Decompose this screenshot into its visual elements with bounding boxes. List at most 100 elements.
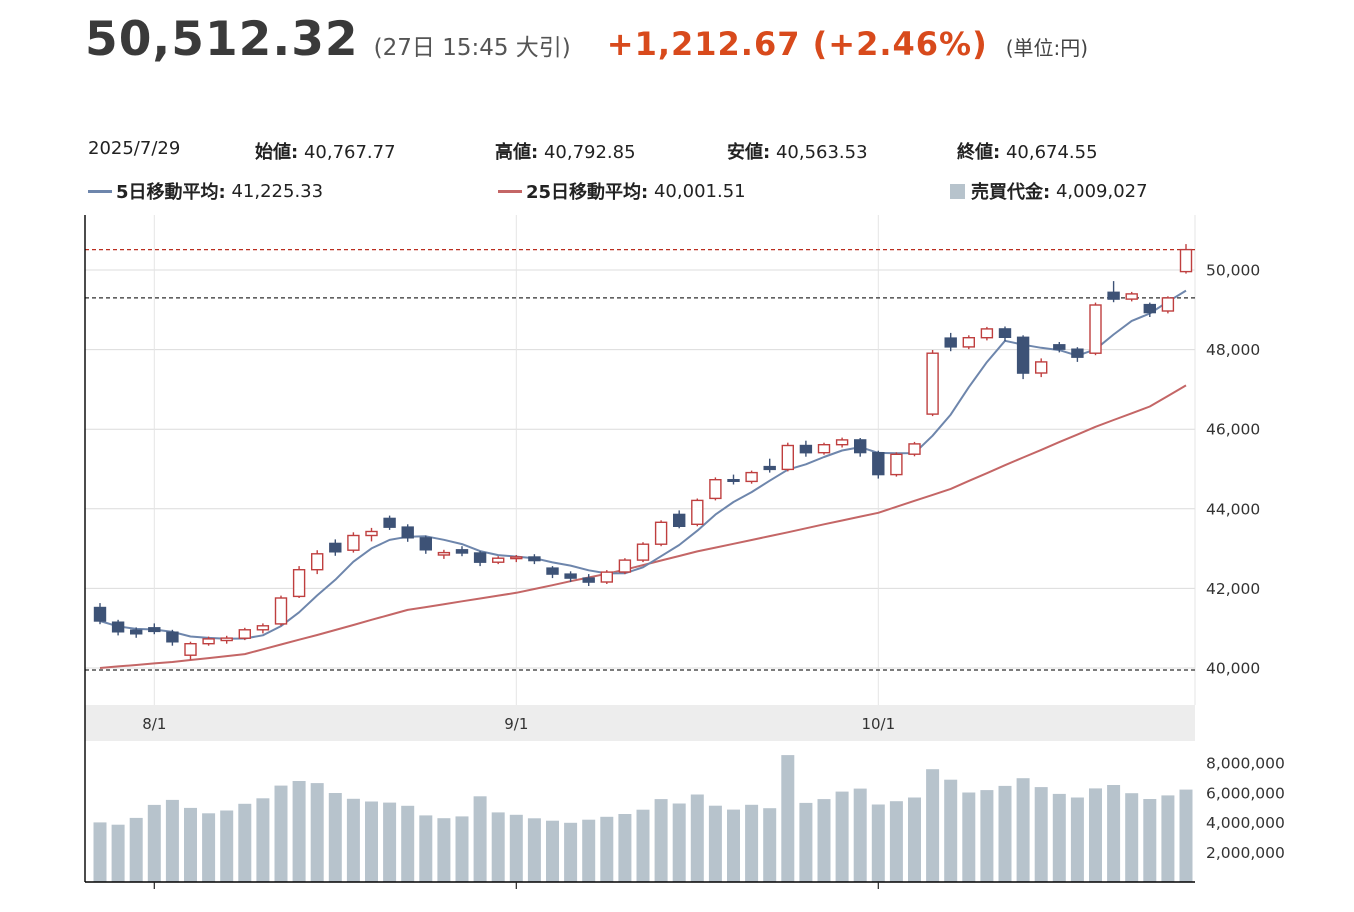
candle[interactable] bbox=[636, 543, 650, 561]
volume-bar[interactable] bbox=[1052, 793, 1066, 882]
candle[interactable] bbox=[1107, 291, 1120, 300]
candle[interactable] bbox=[799, 444, 813, 454]
candle[interactable] bbox=[618, 559, 632, 573]
volume-bar[interactable] bbox=[419, 815, 433, 882]
candle[interactable] bbox=[148, 627, 161, 633]
volume-bar[interactable] bbox=[944, 779, 958, 882]
candle[interactable] bbox=[419, 537, 432, 551]
volume-bar[interactable] bbox=[202, 813, 216, 882]
candle[interactable] bbox=[274, 597, 288, 625]
candle[interactable] bbox=[220, 637, 233, 642]
candle[interactable] bbox=[872, 451, 885, 476]
volume-bar[interactable] bbox=[1107, 785, 1121, 882]
volume-bar[interactable] bbox=[727, 809, 740, 882]
volume-bar[interactable] bbox=[1125, 793, 1139, 882]
volume-bar[interactable] bbox=[1179, 789, 1193, 882]
candle[interactable] bbox=[311, 553, 324, 571]
candle[interactable] bbox=[600, 571, 613, 583]
volume-bar[interactable] bbox=[328, 793, 342, 882]
candle[interactable] bbox=[510, 556, 523, 560]
volume-bar[interactable] bbox=[509, 814, 523, 882]
volume-bar[interactable] bbox=[962, 792, 976, 883]
volume-bar[interactable] bbox=[93, 822, 107, 882]
volume-bar[interactable] bbox=[1089, 788, 1102, 882]
volume-bar[interactable] bbox=[165, 799, 179, 882]
candle[interactable] bbox=[1179, 248, 1193, 273]
volume-bar[interactable] bbox=[365, 801, 378, 883]
volume-bar[interactable] bbox=[383, 802, 397, 882]
candle[interactable] bbox=[93, 606, 107, 622]
volume-bar[interactable] bbox=[346, 798, 360, 882]
volume-bar[interactable] bbox=[147, 804, 161, 882]
volume-bar[interactable] bbox=[708, 805, 722, 882]
candle[interactable] bbox=[256, 625, 270, 631]
volume-bar[interactable] bbox=[292, 781, 306, 882]
volume-bar[interactable] bbox=[926, 769, 940, 882]
candle[interactable] bbox=[184, 643, 197, 656]
volume-bar[interactable] bbox=[654, 799, 668, 882]
candle[interactable] bbox=[727, 479, 740, 483]
candle[interactable] bbox=[835, 439, 849, 446]
volume-bar[interactable] bbox=[600, 816, 614, 882]
candle[interactable] bbox=[691, 499, 704, 525]
candle[interactable] bbox=[673, 513, 686, 527]
volume-bar[interactable] bbox=[256, 798, 270, 882]
candle[interactable] bbox=[129, 629, 143, 635]
candle[interactable] bbox=[1161, 297, 1175, 312]
candle[interactable] bbox=[926, 352, 939, 415]
candle[interactable] bbox=[763, 465, 776, 471]
volume-bar[interactable] bbox=[763, 808, 777, 882]
volume-bar[interactable] bbox=[672, 803, 686, 883]
candle[interactable] bbox=[347, 534, 360, 551]
candle[interactable] bbox=[781, 444, 794, 471]
volume-bar[interactable] bbox=[310, 783, 324, 882]
candle[interactable] bbox=[528, 556, 541, 562]
price-volume-chart[interactable]: 50,000 48,000 46,000 44,000 42,000 40,000 8/1 9… bbox=[0, 210, 1354, 905]
volume-bar[interactable] bbox=[582, 819, 596, 882]
candle[interactable] bbox=[654, 521, 668, 545]
volume-bar[interactable] bbox=[1016, 778, 1030, 882]
volume-bar[interactable] bbox=[745, 804, 759, 882]
volume-bar[interactable] bbox=[437, 818, 451, 882]
candle[interactable] bbox=[564, 573, 577, 579]
candle[interactable] bbox=[473, 552, 487, 563]
volume-bar[interactable] bbox=[274, 785, 288, 882]
volume-bar[interactable] bbox=[998, 785, 1012, 882]
candle[interactable] bbox=[546, 567, 559, 575]
volume-bar[interactable] bbox=[636, 809, 650, 882]
volume-bar[interactable] bbox=[853, 788, 867, 882]
candle[interactable] bbox=[455, 549, 469, 554]
volume-bar[interactable] bbox=[799, 802, 813, 882]
volume-bar[interactable] bbox=[220, 810, 234, 883]
candle[interactable] bbox=[401, 526, 414, 539]
volume-bar[interactable] bbox=[401, 805, 415, 882]
candle[interactable] bbox=[709, 479, 722, 500]
volume-bar[interactable] bbox=[1070, 797, 1084, 883]
candle[interactable] bbox=[854, 439, 867, 454]
volume-bar[interactable] bbox=[1161, 795, 1175, 882]
volume-bar[interactable] bbox=[908, 797, 921, 883]
volume-bar[interactable] bbox=[527, 818, 541, 882]
volume-bar[interactable] bbox=[781, 755, 795, 882]
candle[interactable] bbox=[1143, 303, 1157, 314]
candle[interactable] bbox=[890, 453, 903, 476]
candle[interactable] bbox=[111, 621, 125, 633]
candle[interactable] bbox=[1089, 304, 1102, 354]
volume-bar[interactable] bbox=[835, 791, 849, 882]
candle[interactable] bbox=[166, 631, 179, 643]
volume-bar[interactable] bbox=[111, 824, 125, 882]
candle[interactable] bbox=[1071, 348, 1084, 358]
volume-bar[interactable] bbox=[1034, 787, 1048, 882]
volume-bar[interactable] bbox=[564, 822, 578, 882]
candle[interactable] bbox=[1016, 336, 1030, 374]
volume-bar[interactable] bbox=[238, 803, 252, 882]
volume-bar[interactable] bbox=[980, 790, 994, 882]
candle[interactable] bbox=[202, 638, 215, 645]
volume-bar[interactable] bbox=[546, 820, 559, 882]
candle[interactable] bbox=[962, 336, 975, 348]
volume-bar[interactable] bbox=[455, 816, 469, 882]
candle[interactable] bbox=[1125, 293, 1138, 300]
candle[interactable] bbox=[365, 530, 378, 537]
candle[interactable] bbox=[1053, 344, 1066, 350]
candle[interactable] bbox=[582, 577, 595, 583]
